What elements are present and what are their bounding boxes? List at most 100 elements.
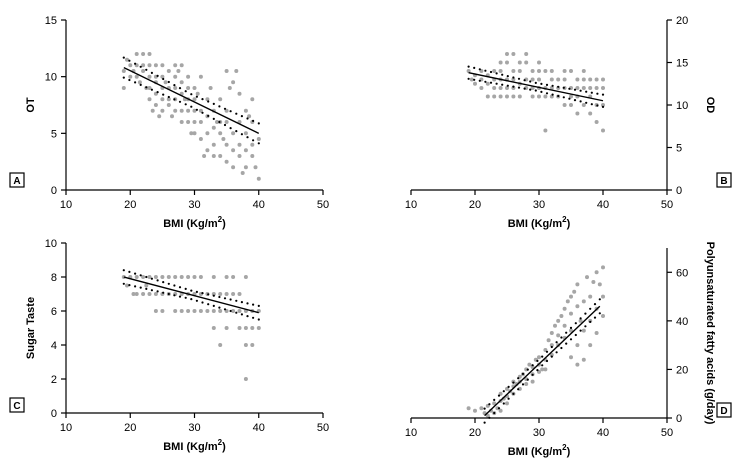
confidence-band-dot <box>579 329 582 332</box>
data-point <box>575 304 580 309</box>
data-point <box>581 103 586 107</box>
data-point <box>543 69 548 73</box>
data-point <box>137 80 142 85</box>
data-point <box>160 63 165 68</box>
data-point <box>237 142 242 147</box>
confidence-band-dot <box>531 364 534 367</box>
confidence-band-dot <box>156 290 159 293</box>
data-point <box>250 343 255 347</box>
data-point <box>473 408 477 413</box>
data-point <box>569 103 573 107</box>
confidence-band-dot <box>201 292 204 295</box>
confidence-band-dot <box>190 105 193 108</box>
confidence-band-dot <box>512 76 515 79</box>
data-point <box>517 60 522 65</box>
confidence-band-dot <box>598 312 601 315</box>
data-point <box>141 69 146 73</box>
data-point <box>530 77 535 82</box>
data-point <box>231 131 236 136</box>
confidence-band-dot <box>517 86 521 89</box>
confidence-band-dot <box>134 285 137 288</box>
data-point <box>125 283 129 288</box>
data-point <box>473 81 477 86</box>
confidence-band-dot <box>128 78 131 82</box>
data-point <box>237 326 242 330</box>
data-point <box>479 86 484 90</box>
panel-label-text: D <box>720 406 727 417</box>
confidence-band-dot <box>489 81 493 84</box>
data-point <box>243 148 248 153</box>
data-point <box>243 108 248 113</box>
data-point <box>218 309 223 313</box>
y-tick-label: 10 <box>45 72 57 84</box>
data-point <box>186 275 191 279</box>
confidence-band-dot <box>145 287 148 290</box>
confidence-band-dot <box>517 388 520 391</box>
confidence-band-dot <box>235 311 238 314</box>
data-point <box>160 74 165 79</box>
data-point <box>549 77 554 82</box>
confidence-band-dot <box>207 303 210 306</box>
x-tick-label: 50 <box>661 199 673 211</box>
confidence-band-dot <box>493 411 496 415</box>
data-point <box>211 154 216 158</box>
confidence-band-dot <box>589 307 592 310</box>
data-point <box>549 331 554 335</box>
data-point <box>198 120 203 124</box>
data-point <box>211 142 216 147</box>
confidence-band-dot <box>190 93 193 96</box>
data-point <box>565 299 570 304</box>
data-point <box>134 292 139 296</box>
confidence-band-dot <box>162 77 165 81</box>
data-point <box>243 275 248 279</box>
confidence-band-dot <box>128 59 131 62</box>
confidence-band-dot <box>207 100 210 103</box>
data-point <box>211 125 216 130</box>
data-point <box>218 97 223 102</box>
x-axis-title-superscript: 2 <box>218 215 223 224</box>
data-point <box>585 275 589 280</box>
confidence-band-dot <box>162 281 165 284</box>
x-axis-title: BMI (Kg/m2) <box>508 215 571 230</box>
data-point <box>581 69 586 73</box>
confidence-band-dot <box>229 127 232 130</box>
confidence-band-dot <box>521 372 525 375</box>
data-point <box>578 318 583 323</box>
data-point <box>243 343 248 347</box>
confidence-band-dot <box>246 302 249 305</box>
data-point <box>166 69 171 73</box>
panel-label-text: C <box>13 401 20 412</box>
data-point <box>198 309 203 313</box>
data-point <box>240 171 245 175</box>
confidence-band-dot <box>139 83 142 86</box>
panel-label: C <box>9 397 25 413</box>
data-point <box>505 386 509 391</box>
data-point <box>588 343 593 348</box>
x-tick-label: 50 <box>661 427 673 439</box>
confidence-band-dot <box>235 112 238 115</box>
confidence-band-dot <box>195 299 198 302</box>
data-point <box>237 91 242 96</box>
confidence-band-dot <box>212 102 215 105</box>
data-point <box>256 176 261 181</box>
data-point <box>498 94 503 99</box>
data-point <box>195 91 200 96</box>
confidence-band-dot <box>565 342 568 345</box>
x-tick-label: 10 <box>60 422 72 434</box>
confidence-band-dot <box>478 79 481 82</box>
confidence-band-dot <box>207 114 210 117</box>
data-point <box>211 309 216 313</box>
confidence-band-dot <box>596 104 599 107</box>
data-point <box>601 128 605 133</box>
confidence-band-dot <box>195 95 198 98</box>
data-point <box>601 77 605 82</box>
data-point <box>562 69 567 73</box>
data-point <box>125 57 129 62</box>
data-point <box>581 77 586 82</box>
data-point <box>179 120 184 124</box>
x-tick-label: 40 <box>597 427 609 439</box>
confidence-band-dot <box>545 350 549 353</box>
data-point <box>575 86 580 90</box>
data-point <box>153 275 158 279</box>
data-point <box>581 357 586 362</box>
